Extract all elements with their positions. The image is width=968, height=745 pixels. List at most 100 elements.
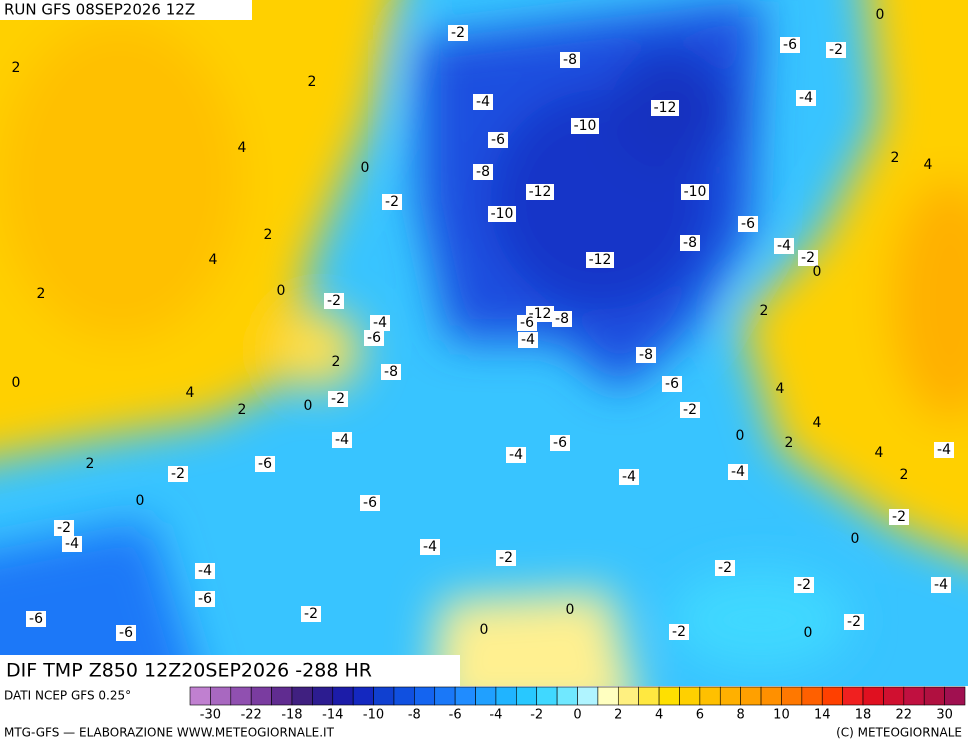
contour-label-box <box>488 132 508 148</box>
colorbar-swatch <box>617 686 639 706</box>
colorbar-swatch <box>821 686 843 706</box>
contour-label-box <box>826 42 846 58</box>
contour-label: -6 <box>258 456 272 472</box>
contour-label-box <box>488 206 516 222</box>
contour-label: 4 <box>209 252 218 268</box>
contour-label-box <box>328 391 348 407</box>
colorbar-tick-label: -14 <box>322 708 343 723</box>
contour-label-box <box>844 614 864 630</box>
colorbar-tick-label: -10 <box>363 708 384 723</box>
contour-label: 2 <box>332 354 341 370</box>
contour-label: -2 <box>672 624 686 640</box>
contour-label: -6 <box>553 435 567 451</box>
contour-label: 4 <box>924 157 933 173</box>
contour-label: -8 <box>476 164 490 180</box>
contour-label-box <box>62 536 82 552</box>
contour-label: -10 <box>491 206 514 222</box>
contour-label-box <box>332 432 352 448</box>
contour-label: 2 <box>785 435 794 451</box>
contour-label: 2 <box>12 60 21 76</box>
colorbar-tick-label: 0 <box>573 708 581 723</box>
contour-label-box <box>381 364 401 380</box>
contour-label: -4 <box>198 563 212 579</box>
contour-label-box <box>798 250 818 266</box>
colorbar-swatch <box>536 686 558 706</box>
contour-label: -6 <box>741 216 755 232</box>
colorbar-swatch <box>944 686 966 706</box>
contour-label: -2 <box>171 466 185 482</box>
field-box <box>0 655 460 686</box>
contour-label: 0 <box>277 283 286 299</box>
contour-label-box <box>360 495 380 511</box>
contour-label: 4 <box>875 445 884 461</box>
contour-label-box <box>255 456 275 472</box>
contour-label: -4 <box>476 94 490 110</box>
contour-label: 4 <box>238 140 247 156</box>
contour-label-box <box>552 311 572 327</box>
contour-label-box <box>889 509 909 525</box>
colorbar-swatch <box>434 686 456 706</box>
contour-label: -10 <box>684 184 707 200</box>
contour-label: -4 <box>509 447 523 463</box>
contour-label-box <box>662 376 682 392</box>
contour-label-box <box>931 577 951 593</box>
contour-label: -4 <box>799 90 813 106</box>
contour-label: -6 <box>665 376 679 392</box>
contour-label: 2 <box>308 74 317 90</box>
contour-label: -2 <box>718 560 732 576</box>
colorbar-swatch <box>414 686 436 706</box>
colorbar-swatch <box>862 686 884 706</box>
contour-label-box <box>26 611 46 627</box>
contour-label: -4 <box>622 469 636 485</box>
contour-label: -2 <box>331 391 345 407</box>
contour-label: 0 <box>304 398 313 414</box>
contour-label: -8 <box>639 347 653 363</box>
colorbar-tick-label: 14 <box>814 708 831 723</box>
contour-label: -2 <box>847 614 861 630</box>
contour-label-box <box>619 469 639 485</box>
colorbar-swatch <box>312 686 334 706</box>
contour-label: -4 <box>373 315 387 331</box>
contour-label: 2 <box>900 467 909 483</box>
contour-label-box <box>774 238 794 254</box>
contour-label: -2 <box>57 520 71 536</box>
contour-label: -2 <box>797 577 811 593</box>
colorbar-tick-label: 22 <box>896 708 913 723</box>
colorbar-tick-label: 6 <box>696 708 704 723</box>
contour-label: 2 <box>37 286 46 302</box>
contour-label: -2 <box>801 250 815 266</box>
contour-label-box <box>715 560 735 576</box>
contour-label: 0 <box>813 264 822 280</box>
contour-label: 2 <box>238 402 247 418</box>
contour-label: -2 <box>451 25 465 41</box>
contour-label-box <box>934 442 954 458</box>
contour-label: -2 <box>683 402 697 418</box>
contour-label: -6 <box>783 37 797 53</box>
colorbar-tick-label: 10 <box>773 708 790 723</box>
contour-label: 2 <box>760 303 769 319</box>
colorbar-swatch <box>781 686 803 706</box>
contour-label: -6 <box>29 611 43 627</box>
contour-label: 4 <box>813 415 822 431</box>
colorbar-tick-label: 4 <box>655 708 663 723</box>
contour-label-box <box>324 293 344 309</box>
contour-label: -8 <box>563 52 577 68</box>
colorbar-swatch <box>760 686 782 706</box>
contour-label: -4 <box>934 577 948 593</box>
contour-label-box <box>517 315 537 331</box>
colorbar-tick-label: 18 <box>855 708 872 723</box>
colorbar-swatch <box>719 686 741 706</box>
colorbar-swatch <box>883 686 905 706</box>
contour-label: -10 <box>574 118 597 134</box>
contour-label-box <box>370 315 390 331</box>
contour-label: -6 <box>119 625 133 641</box>
contour-label: -8 <box>384 364 398 380</box>
contour-label-box <box>506 447 526 463</box>
contour-label-box <box>473 94 493 110</box>
colorbar-tick-label: 2 <box>614 708 622 723</box>
contour-label: -12 <box>529 184 552 200</box>
contour-label: -4 <box>335 432 349 448</box>
contour-label: -2 <box>499 550 513 566</box>
contour-label-box <box>448 25 468 41</box>
